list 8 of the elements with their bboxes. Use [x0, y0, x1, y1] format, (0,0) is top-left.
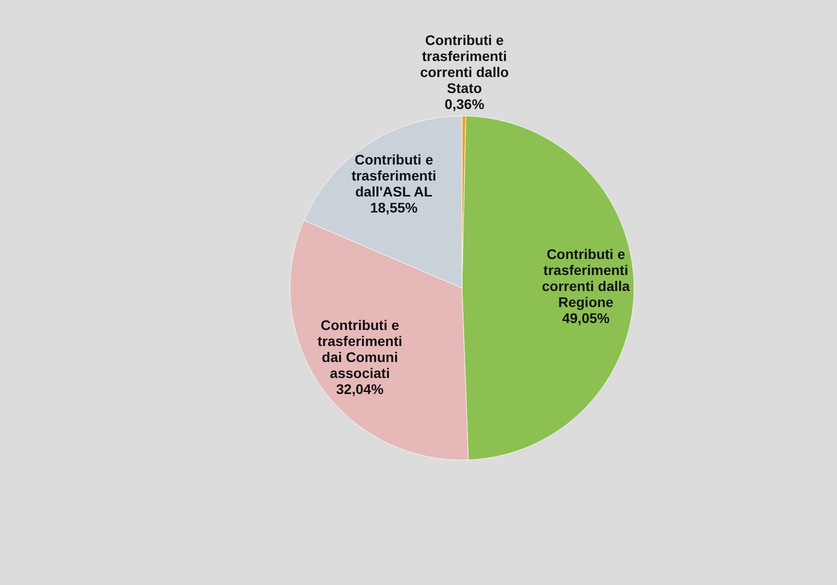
data-label: 0,36% [444, 96, 485, 112]
slice-label: Contributi e trasferimenti correnti dalla Regione [542, 246, 630, 310]
data-label: 18,55% [370, 200, 418, 216]
data-label: 32,04% [336, 381, 384, 398]
data-label: 49,05% [562, 310, 610, 326]
slice-label: Contributi e trasferimenti correnti dallo Stato [420, 32, 509, 96]
slice-label: Contributi e trasferimenti dai Comuni associati [317, 317, 402, 382]
slice-label: Contributi e trasferimenti dall'ASL AL [351, 152, 436, 200]
